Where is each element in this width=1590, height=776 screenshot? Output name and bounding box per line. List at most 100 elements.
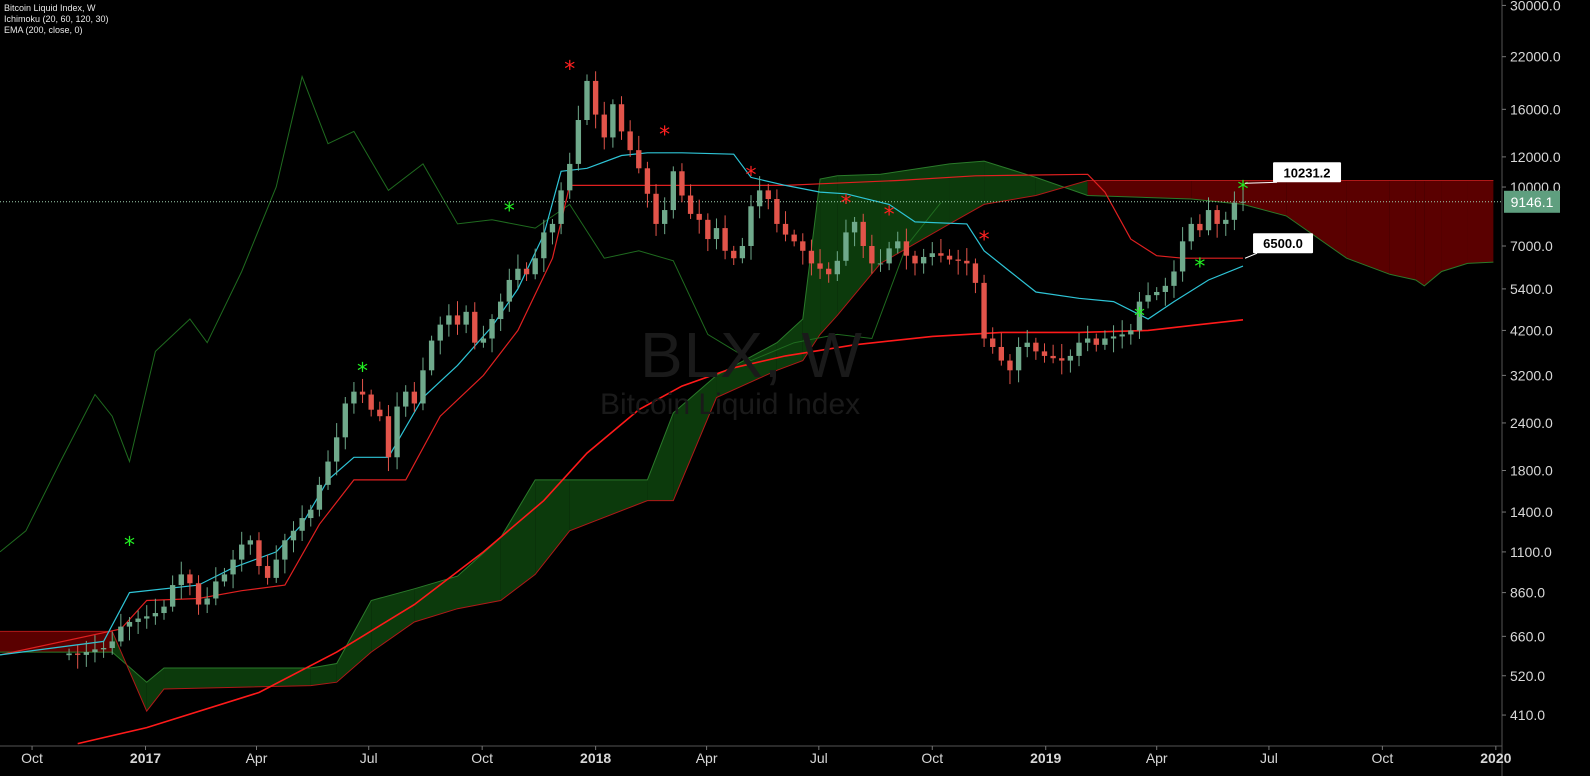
current-price-label: 9146.1 <box>1511 194 1554 210</box>
candle <box>1188 217 1194 250</box>
candle-body <box>187 574 193 584</box>
candle <box>567 152 573 199</box>
candle-body <box>75 653 81 655</box>
cloud-segment <box>1087 180 1192 200</box>
x-tick-label: 2018 <box>580 750 611 766</box>
candle <box>713 218 720 250</box>
y-tick-label: 4200.0 <box>1510 322 1553 338</box>
candle <box>204 587 210 614</box>
y-tick-label: 22000.0 <box>1510 49 1561 65</box>
candle <box>282 533 288 574</box>
candle <box>161 600 167 620</box>
candle <box>774 189 780 233</box>
candle <box>653 184 659 236</box>
candle-body <box>592 80 599 115</box>
candle-body <box>1033 342 1039 352</box>
candle-body <box>195 583 202 605</box>
candle <box>83 640 89 667</box>
indicator-lines <box>0 74 1502 745</box>
cloud-segment <box>1191 180 1244 205</box>
candle <box>765 183 771 210</box>
ema-200-line <box>77 319 1244 745</box>
y-tick-label: 1100.0 <box>1510 544 1552 560</box>
candle <box>351 382 357 414</box>
candle <box>895 231 901 254</box>
x-tick-label: Apr <box>696 750 718 766</box>
x-tick-label: Jul <box>1260 750 1278 766</box>
legend-ema: EMA (200, close, 0) <box>4 25 83 35</box>
cloud-segment <box>837 174 881 316</box>
buy-signal-mark: * <box>357 359 368 384</box>
candle-body <box>782 223 789 235</box>
candle <box>584 74 590 126</box>
candle-body <box>385 416 392 458</box>
candle-body <box>920 256 927 264</box>
candle-body <box>696 213 702 220</box>
candle-body <box>1076 342 1082 356</box>
candle-body <box>687 195 694 214</box>
candle <box>454 301 461 335</box>
candle <box>126 617 133 641</box>
candle <box>1015 337 1022 383</box>
candle <box>558 182 564 235</box>
candle-body <box>601 114 607 138</box>
price-labels: 9146.1 10231.2 6500.0 <box>1244 162 1560 259</box>
candle <box>316 476 323 517</box>
buy-signal-mark: * <box>124 534 135 559</box>
candle-body <box>765 190 771 200</box>
candle-body <box>1145 295 1151 302</box>
candle-body <box>118 626 124 642</box>
x-tick-label: Oct <box>21 750 43 766</box>
candle <box>990 327 996 354</box>
candle <box>213 567 219 606</box>
x-tick-label: Apr <box>1146 750 1168 766</box>
candle-body <box>1102 338 1108 345</box>
candle <box>1110 325 1117 353</box>
candle-body <box>653 193 659 224</box>
candle <box>403 385 409 417</box>
watermark-symbol: BLX, W <box>640 319 863 391</box>
candle-body <box>204 598 210 605</box>
candle <box>273 545 279 583</box>
candle <box>964 248 970 276</box>
candle <box>92 635 98 663</box>
x-tick-label: Jul <box>810 750 828 766</box>
sell-signal-mark: * <box>659 123 670 148</box>
candle-body <box>851 221 858 233</box>
candle-body <box>178 574 184 586</box>
x-tick-label: Oct <box>921 750 943 766</box>
candle-body <box>92 649 98 653</box>
candle-body <box>1041 351 1048 356</box>
candle <box>152 598 159 625</box>
candle-body <box>480 338 487 343</box>
candle <box>446 304 452 337</box>
candle-body <box>308 509 314 519</box>
candle-body <box>1162 285 1169 292</box>
candle-body <box>662 210 668 224</box>
candle-body <box>437 324 443 341</box>
candle-body <box>869 245 875 264</box>
candle-body <box>230 559 236 575</box>
candle-body <box>903 241 910 256</box>
candle <box>515 254 521 289</box>
cloud-segment <box>1415 180 1425 286</box>
candle-body <box>1231 202 1238 220</box>
candle-body <box>644 168 651 194</box>
candle-body <box>351 391 357 404</box>
candle <box>118 613 124 647</box>
candle <box>144 605 150 629</box>
candle-body <box>325 461 331 485</box>
candle <box>1154 287 1160 301</box>
candle-body <box>670 171 676 211</box>
candle-body <box>316 484 323 510</box>
candle <box>1059 343 1065 375</box>
candle <box>1145 282 1151 309</box>
candle-body <box>739 245 746 259</box>
cloud-segment <box>457 537 501 609</box>
callout-label: 10231.2 <box>1284 165 1331 180</box>
candle-body <box>1128 330 1134 335</box>
candle-body <box>411 391 418 404</box>
candle <box>687 184 694 219</box>
candle-body <box>1007 360 1013 371</box>
